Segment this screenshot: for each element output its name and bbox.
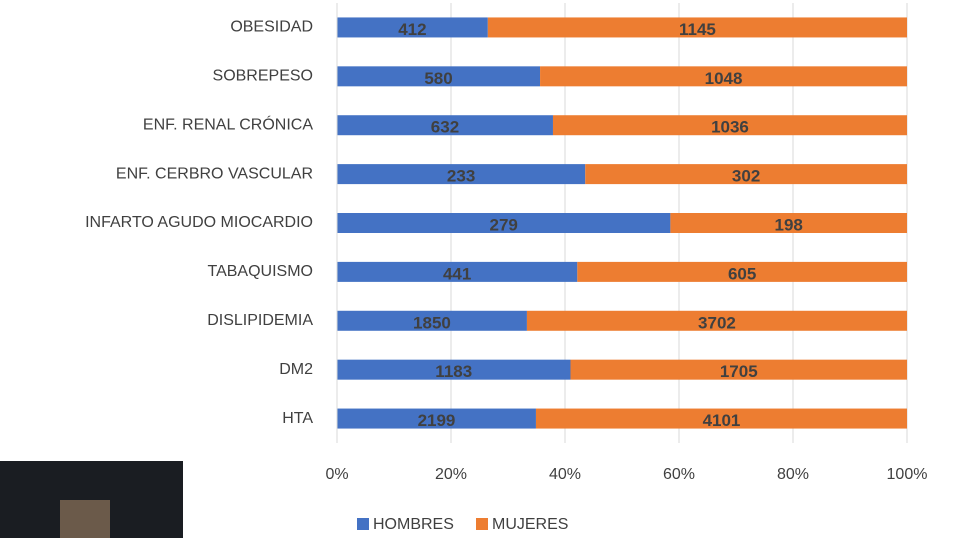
data-label: 412 — [398, 20, 426, 39]
data-label: 3702 — [698, 313, 736, 332]
y-tick-label: DISLIPIDEMIA — [207, 312, 313, 329]
bar-segment — [535, 408, 907, 429]
data-label: 441 — [443, 264, 471, 283]
y-tick-label: OBESIDAD — [230, 19, 313, 36]
data-label: 198 — [775, 215, 803, 234]
x-tick-label: 20% — [435, 466, 467, 483]
data-label: 1036 — [711, 118, 749, 137]
bar-segment — [526, 310, 907, 331]
data-label: 279 — [490, 215, 518, 234]
bar-segment — [670, 213, 907, 233]
data-label: 605 — [728, 264, 756, 283]
photo-detail — [60, 500, 110, 538]
bar-segment — [570, 359, 907, 380]
bar-segment — [337, 66, 541, 87]
bar-segment — [487, 17, 907, 38]
x-tick-label: 0% — [325, 466, 348, 483]
y-tick-label: ENF. CERBRO VASCULAR — [116, 165, 313, 182]
y-tick-label: INFARTO AGUDO MIOCARDIO — [85, 214, 313, 231]
bar-segment — [337, 164, 586, 185]
data-label: 632 — [431, 118, 459, 137]
data-label: 1850 — [413, 313, 451, 332]
x-tick-label: 100% — [887, 466, 928, 483]
y-tick-label: DM2 — [279, 361, 313, 378]
x-tick-label: 80% — [777, 466, 809, 483]
data-label: 233 — [447, 167, 475, 186]
bar-segment — [337, 261, 578, 282]
x-tick-label: 40% — [549, 466, 581, 483]
y-tick-label: HTA — [282, 410, 313, 427]
bar-segment — [337, 310, 527, 331]
data-label: 1048 — [705, 69, 743, 88]
bar-segment — [337, 115, 553, 136]
y-tick-label: TABAQUISMO — [208, 263, 314, 280]
bar-segment — [337, 359, 571, 380]
legend-label: HOMBRES — [373, 516, 454, 533]
y-tick-label: ENF. RENAL CRÓNICA — [143, 114, 313, 133]
data-label: 302 — [732, 167, 760, 186]
legend-label: MUJERES — [492, 516, 568, 533]
bar-segment — [577, 261, 907, 282]
bar-segment — [337, 213, 671, 233]
data-label: 4101 — [703, 411, 741, 430]
y-tick-label: SOBREPESO — [213, 68, 313, 85]
bar-segment — [585, 164, 907, 185]
x-tick-label: 60% — [663, 466, 695, 483]
data-label: 1705 — [720, 362, 758, 381]
data-label: 580 — [424, 69, 452, 88]
bar-segment — [552, 115, 907, 136]
bar-segment — [337, 408, 536, 429]
data-label: 1183 — [435, 362, 472, 381]
data-label: 1145 — [679, 20, 716, 39]
bar-segment — [337, 17, 488, 38]
bar-segment — [540, 66, 907, 87]
legend-swatch — [476, 518, 488, 530]
legend-swatch — [357, 518, 369, 530]
data-label: 2199 — [418, 411, 456, 430]
